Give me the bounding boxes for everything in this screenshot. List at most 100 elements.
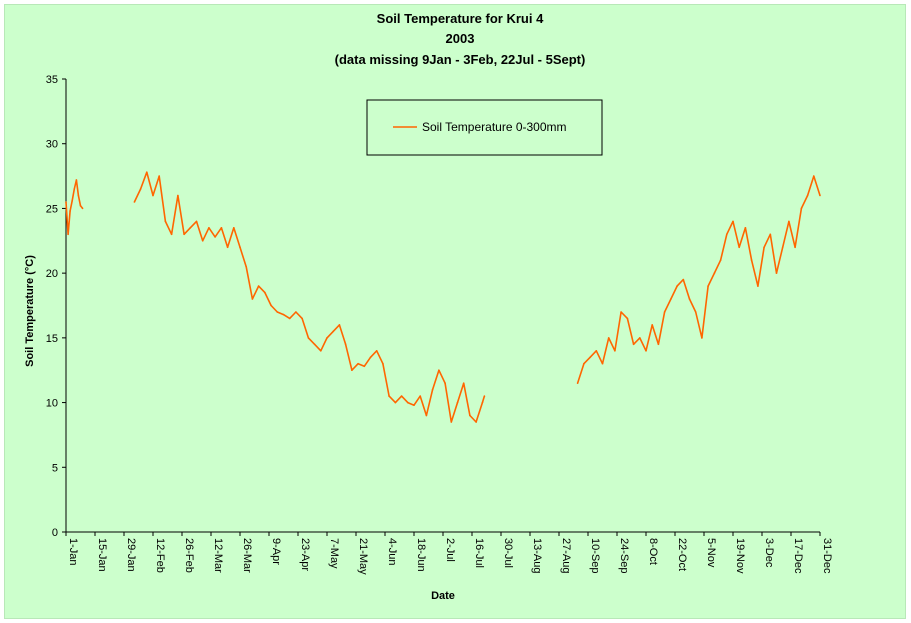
x-tick-label: 13-Aug bbox=[531, 538, 543, 573]
data-point bbox=[164, 220, 167, 223]
x-tick-label: 5-Nov bbox=[705, 538, 717, 568]
series-layer bbox=[65, 171, 821, 423]
data-point bbox=[819, 194, 821, 197]
data-point bbox=[146, 171, 148, 173]
data-point bbox=[750, 259, 753, 261]
data-point bbox=[226, 246, 229, 249]
data-point bbox=[469, 414, 471, 417]
x-tick-label: 2-Jul bbox=[444, 538, 456, 562]
y-tick-label: 20 bbox=[46, 268, 58, 280]
x-tick-label: 24-Sep bbox=[618, 538, 630, 573]
x-tick-label: 18-Jun bbox=[415, 538, 427, 572]
data-point bbox=[763, 246, 765, 249]
data-point bbox=[75, 179, 78, 181]
data-point bbox=[351, 369, 353, 372]
chart-title: Soil Temperature for Krui 4 bbox=[377, 11, 544, 26]
data-point bbox=[69, 210, 71, 212]
data-point bbox=[139, 188, 142, 190]
data-point bbox=[813, 175, 815, 177]
data-point bbox=[425, 414, 428, 417]
data-point bbox=[338, 324, 341, 326]
data-point bbox=[583, 362, 585, 365]
data-point bbox=[369, 356, 372, 359]
data-point bbox=[450, 421, 453, 423]
data-point bbox=[195, 220, 198, 223]
data-point bbox=[676, 285, 678, 287]
data-point bbox=[257, 285, 260, 287]
data-point bbox=[607, 337, 610, 339]
x-tick-label: 10-Sep bbox=[589, 538, 601, 573]
data-point bbox=[475, 421, 477, 423]
y-tick-label: 25 bbox=[46, 203, 58, 215]
data-point bbox=[77, 194, 80, 197]
data-point bbox=[183, 233, 185, 236]
data-point bbox=[264, 291, 266, 294]
data-point bbox=[152, 194, 154, 197]
data-point bbox=[632, 343, 635, 346]
data-point bbox=[744, 227, 747, 229]
x-axis-title: Date bbox=[431, 590, 455, 602]
data-point bbox=[214, 236, 216, 238]
data-point bbox=[701, 337, 703, 339]
data-point bbox=[301, 317, 303, 320]
data-point bbox=[576, 382, 579, 385]
chart-svg: Soil Temperature for Krui 4 2003 (data m… bbox=[24, 11, 833, 602]
data-point bbox=[344, 343, 347, 346]
data-point bbox=[400, 395, 403, 397]
data-point bbox=[233, 227, 235, 229]
data-point bbox=[713, 272, 716, 274]
y-tick-label: 15 bbox=[46, 333, 58, 345]
data-point bbox=[270, 304, 272, 307]
data-point bbox=[313, 343, 316, 346]
data-point bbox=[407, 401, 409, 404]
data-point bbox=[456, 401, 459, 404]
x-tick-label: 26-Feb bbox=[183, 538, 195, 573]
chart-note: (data missing 9Jan - 3Feb, 22Jul - 5Sept… bbox=[335, 52, 586, 67]
data-point bbox=[431, 388, 434, 391]
data-point bbox=[595, 350, 598, 352]
x-tick-label: 8-Oct bbox=[647, 538, 659, 565]
legend-label: Soil Temperature 0-300mm bbox=[422, 120, 567, 134]
data-point bbox=[413, 404, 415, 407]
x-tick-label: 21-May bbox=[357, 538, 369, 575]
y-tick-label: 10 bbox=[46, 398, 58, 410]
data-point bbox=[71, 199, 73, 202]
x-tick-label: 16-Jul bbox=[473, 538, 485, 568]
x-tick-label: 31-Dec bbox=[821, 538, 833, 574]
data-point bbox=[657, 343, 660, 346]
data-point bbox=[614, 350, 616, 352]
data-point bbox=[394, 401, 397, 404]
data-point bbox=[388, 395, 390, 397]
x-tick-label: 23-Apr bbox=[299, 538, 311, 571]
data-point bbox=[651, 324, 653, 326]
data-point bbox=[726, 233, 728, 236]
axes: 0 5 10 15 20 25 30 35 1-Jan 15-Jan 29-Jan 12-Feb 26-… bbox=[46, 74, 833, 575]
data-point bbox=[438, 369, 440, 372]
x-tick-label: 17-Dec bbox=[792, 538, 804, 574]
data-point bbox=[800, 207, 803, 210]
data-point bbox=[81, 207, 84, 210]
data-point bbox=[282, 313, 285, 316]
data-point bbox=[462, 382, 465, 385]
x-tick-label: 30-Jul bbox=[502, 538, 514, 568]
data-point bbox=[307, 337, 310, 339]
data-point bbox=[189, 227, 192, 229]
data-point bbox=[73, 188, 76, 190]
series-line-segment-3 bbox=[576, 175, 821, 384]
data-point bbox=[682, 278, 685, 281]
data-point bbox=[208, 227, 210, 229]
data-point bbox=[419, 395, 422, 397]
data-point bbox=[295, 311, 297, 313]
data-point bbox=[694, 311, 697, 313]
x-tick-label: 7-May bbox=[328, 538, 340, 569]
x-tick-label: 26-Mar bbox=[241, 538, 253, 573]
data-point bbox=[444, 382, 446, 385]
data-point bbox=[688, 298, 691, 300]
data-point bbox=[781, 246, 784, 249]
data-point bbox=[133, 201, 136, 203]
data-point bbox=[276, 311, 279, 313]
series-line-segment-1 bbox=[65, 179, 84, 236]
y-tick-label: 5 bbox=[52, 462, 58, 474]
data-point bbox=[769, 233, 772, 236]
data-point bbox=[738, 246, 740, 249]
